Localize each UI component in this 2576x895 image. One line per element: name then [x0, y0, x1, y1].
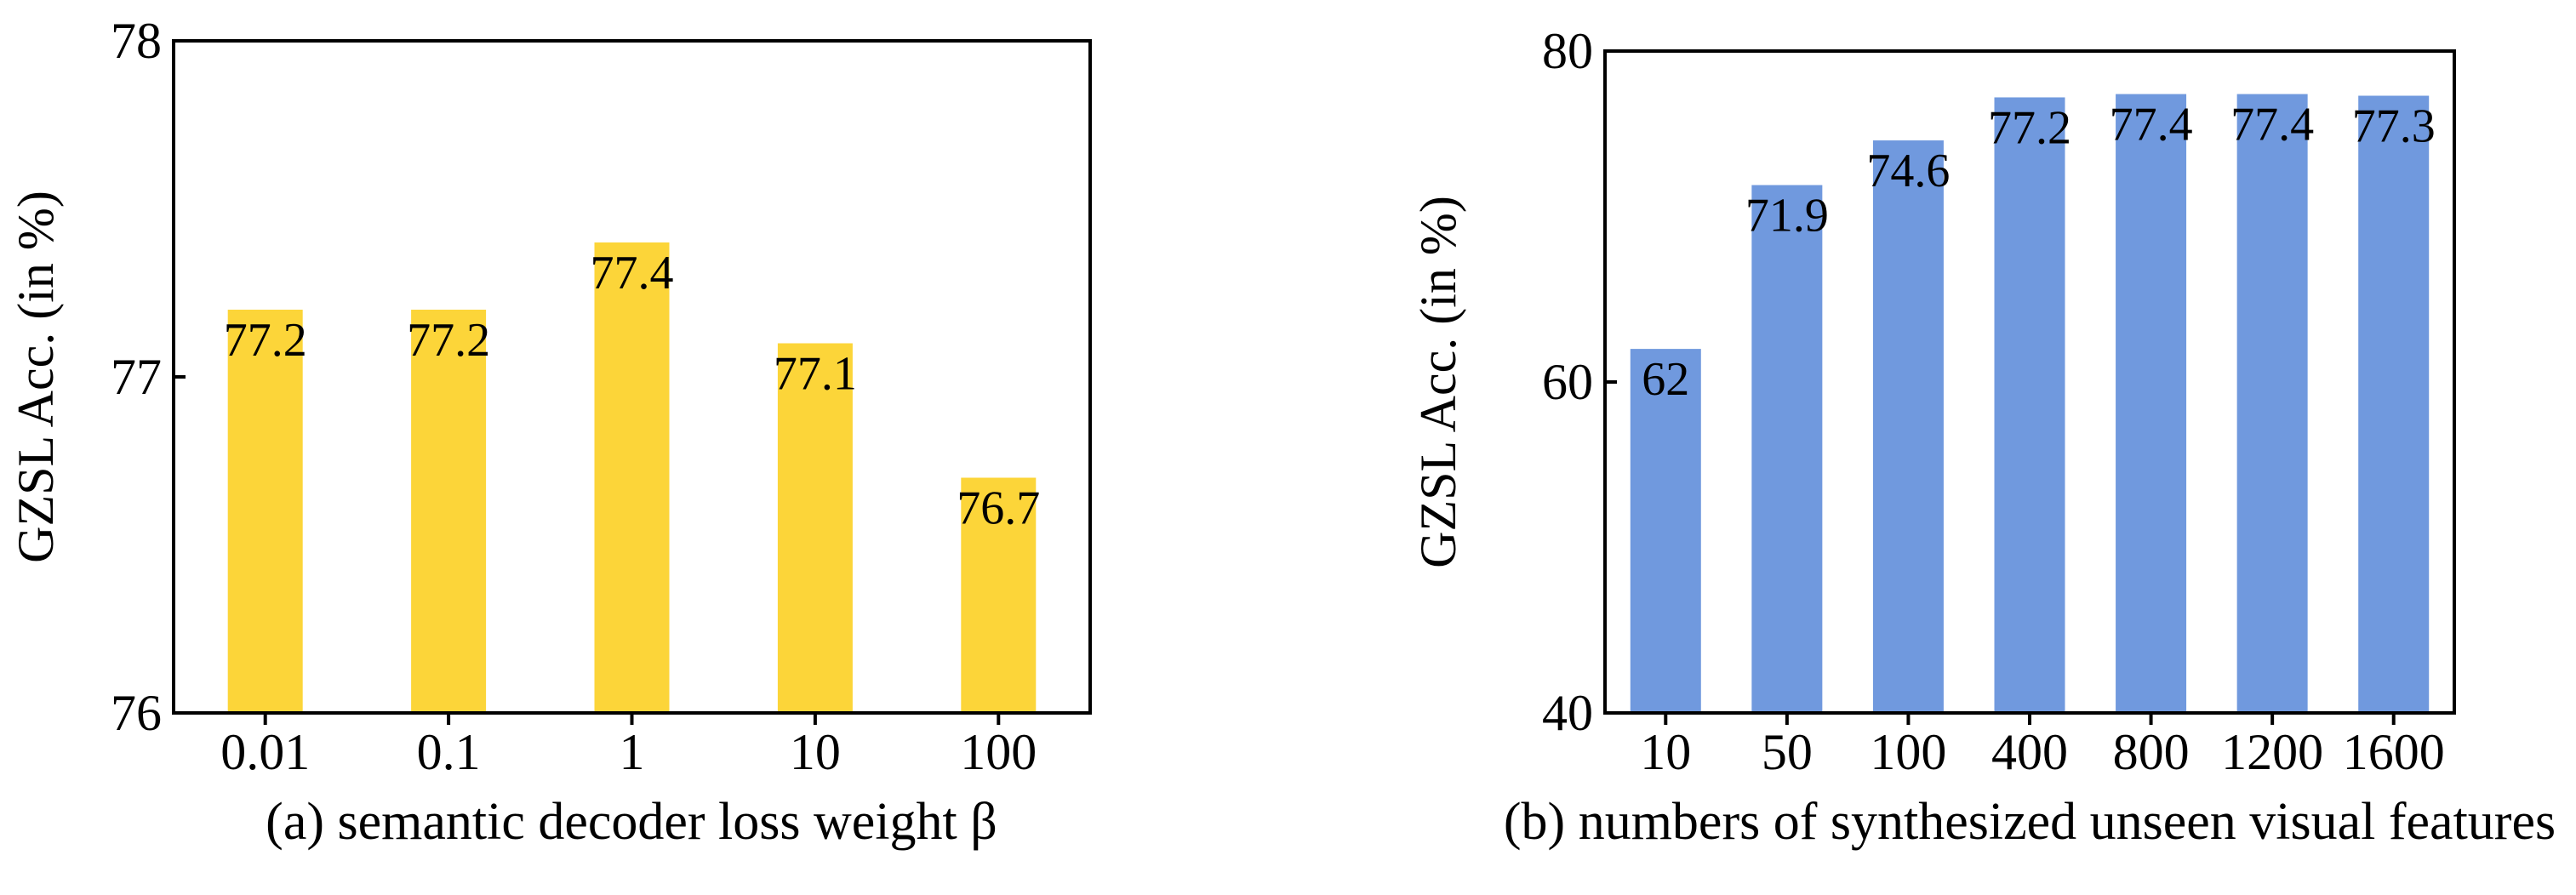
- data-label-b-400: 77.2: [1988, 101, 2071, 154]
- data-label-b-10: 62: [1642, 353, 1689, 406]
- data-label-b-1600: 77.3: [2352, 100, 2436, 153]
- bar-b-1600: [2358, 95, 2430, 713]
- bar-b-50: [1751, 185, 1823, 714]
- data-label-b-800: 77.4: [2110, 99, 2193, 151]
- x-tick-label-b-800: 800: [2113, 724, 2190, 780]
- data-label-b-100: 74.6: [1866, 145, 1950, 197]
- bar-a-100: [961, 477, 1037, 713]
- bar-a-0.1: [411, 310, 487, 713]
- y-tick-label-a-76: 76: [111, 685, 162, 741]
- data-label-b-50: 71.9: [1745, 190, 1829, 242]
- bar-b-1200: [2236, 94, 2308, 713]
- y-tick-label-b-40: 40: [1542, 685, 1593, 741]
- caption-b: (b) numbers of synthesized unseen visual…: [1504, 793, 2556, 851]
- chart-b: 62 71.9 74.6 77.2 77.4 77.4 77.3 40 60 80 10 50 100 4…: [1410, 23, 2556, 851]
- data-label-a-0.01: 77.2: [224, 314, 307, 367]
- x-tick-label-a-0.01: 0.01: [220, 724, 310, 780]
- y-axis-title-b: GZSL Acc. (in %): [1410, 196, 1466, 568]
- data-label-b-1200: 77.4: [2230, 99, 2314, 151]
- x-tick-label-b-50: 50: [1762, 724, 1813, 780]
- data-label-a-10: 77.1: [774, 348, 857, 401]
- x-tick-label-b-1600: 1600: [2343, 724, 2445, 780]
- data-label-a-0.1: 77.2: [407, 314, 490, 367]
- chart-a: 77.2 77.2 77.4 77.1 76.7 76 77 78 0.01 0.1 1 10 100 G…: [8, 13, 1092, 851]
- x-tick-label-a-0.1: 0.1: [417, 724, 481, 780]
- bar-b-10: [1630, 349, 1701, 713]
- y-axis-title-a: GZSL Acc. (in %): [8, 191, 64, 563]
- y-tick-label-b-60: 60: [1542, 354, 1593, 410]
- bar-b-100: [1872, 140, 1944, 713]
- x-tick-label-a-1: 1: [620, 724, 645, 780]
- bar-a-1: [594, 242, 670, 713]
- x-tick-label-b-100: 100: [1870, 724, 1946, 780]
- x-tick-label-b-10: 10: [1640, 724, 1691, 780]
- y-tick-label-a-78: 78: [111, 13, 162, 69]
- bar-b-400: [1994, 97, 2065, 713]
- bar-b-800: [2116, 94, 2187, 713]
- x-tick-label-b-1200: 1200: [2221, 724, 2323, 780]
- data-label-a-100: 76.7: [957, 482, 1040, 535]
- caption-a: (a) semantic decoder loss weight β: [266, 793, 997, 851]
- y-tick-label-a-77: 77: [111, 349, 162, 405]
- bar-a-0.01: [227, 310, 303, 713]
- bar-a-10: [777, 343, 853, 713]
- x-tick-label-a-10: 10: [790, 724, 841, 780]
- data-label-a-1: 77.4: [591, 247, 674, 299]
- x-tick-label-b-400: 400: [1991, 724, 2068, 780]
- x-tick-label-a-100: 100: [960, 724, 1037, 780]
- y-tick-label-b-80: 80: [1542, 23, 1593, 79]
